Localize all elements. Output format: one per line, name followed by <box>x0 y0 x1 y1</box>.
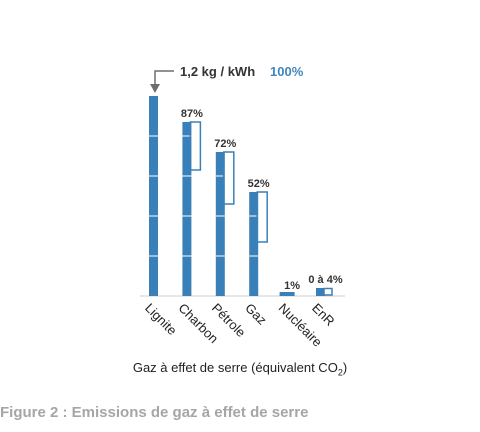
range-box-petrole <box>223 151 235 205</box>
x-axis-title: Gaz à effet de serre (équivalent CO2) <box>0 360 480 378</box>
data-label-petrole: 72% <box>214 138 236 150</box>
chart-marks: Lignite87%Charbon72%Pétrole52%Gaz1%Nuclé… <box>140 96 345 350</box>
bar-petrole <box>215 152 225 296</box>
top-annotation: 1,2 kg / kWh 100% <box>150 64 304 93</box>
data-label-charbon: 87% <box>181 108 203 120</box>
range-box-charbon <box>189 121 202 171</box>
bar-lignite <box>149 96 158 296</box>
x-axis-title-subscript: 2 <box>337 367 343 378</box>
figure-title: Figure 2 : Emissions de gaz à effet de s… <box>0 404 309 421</box>
tick-label-lignite: Lignite <box>142 300 180 338</box>
annotation-percent: 100% <box>270 64 304 79</box>
data-label-enr: 0 à 4% <box>308 274 342 286</box>
tick-label-enr: EnR <box>309 300 337 328</box>
data-label-nucleaire: 1% <box>284 280 300 292</box>
annotation-value: 1,2 kg / kWh <box>180 64 255 79</box>
bar-nucleaire <box>279 292 295 296</box>
x-axis-title-end: ) <box>342 360 348 375</box>
range-box-gaz <box>256 191 268 243</box>
annotation-arrowhead <box>150 84 160 93</box>
data-label-gaz: 52% <box>248 178 270 190</box>
tick-label-gaz: Gaz <box>242 300 269 327</box>
bar-enr <box>316 288 325 296</box>
bar-gaz <box>249 192 259 296</box>
bar-charbon <box>182 122 192 296</box>
chart: Lignite87%Charbon72%Pétrole52%Gaz1%Nuclé… <box>140 64 345 350</box>
range-box-enr <box>323 287 333 296</box>
x-axis-title-main: Gaz à effet de serre (équivalent CO <box>132 360 338 375</box>
annotation-pointer <box>154 70 174 86</box>
